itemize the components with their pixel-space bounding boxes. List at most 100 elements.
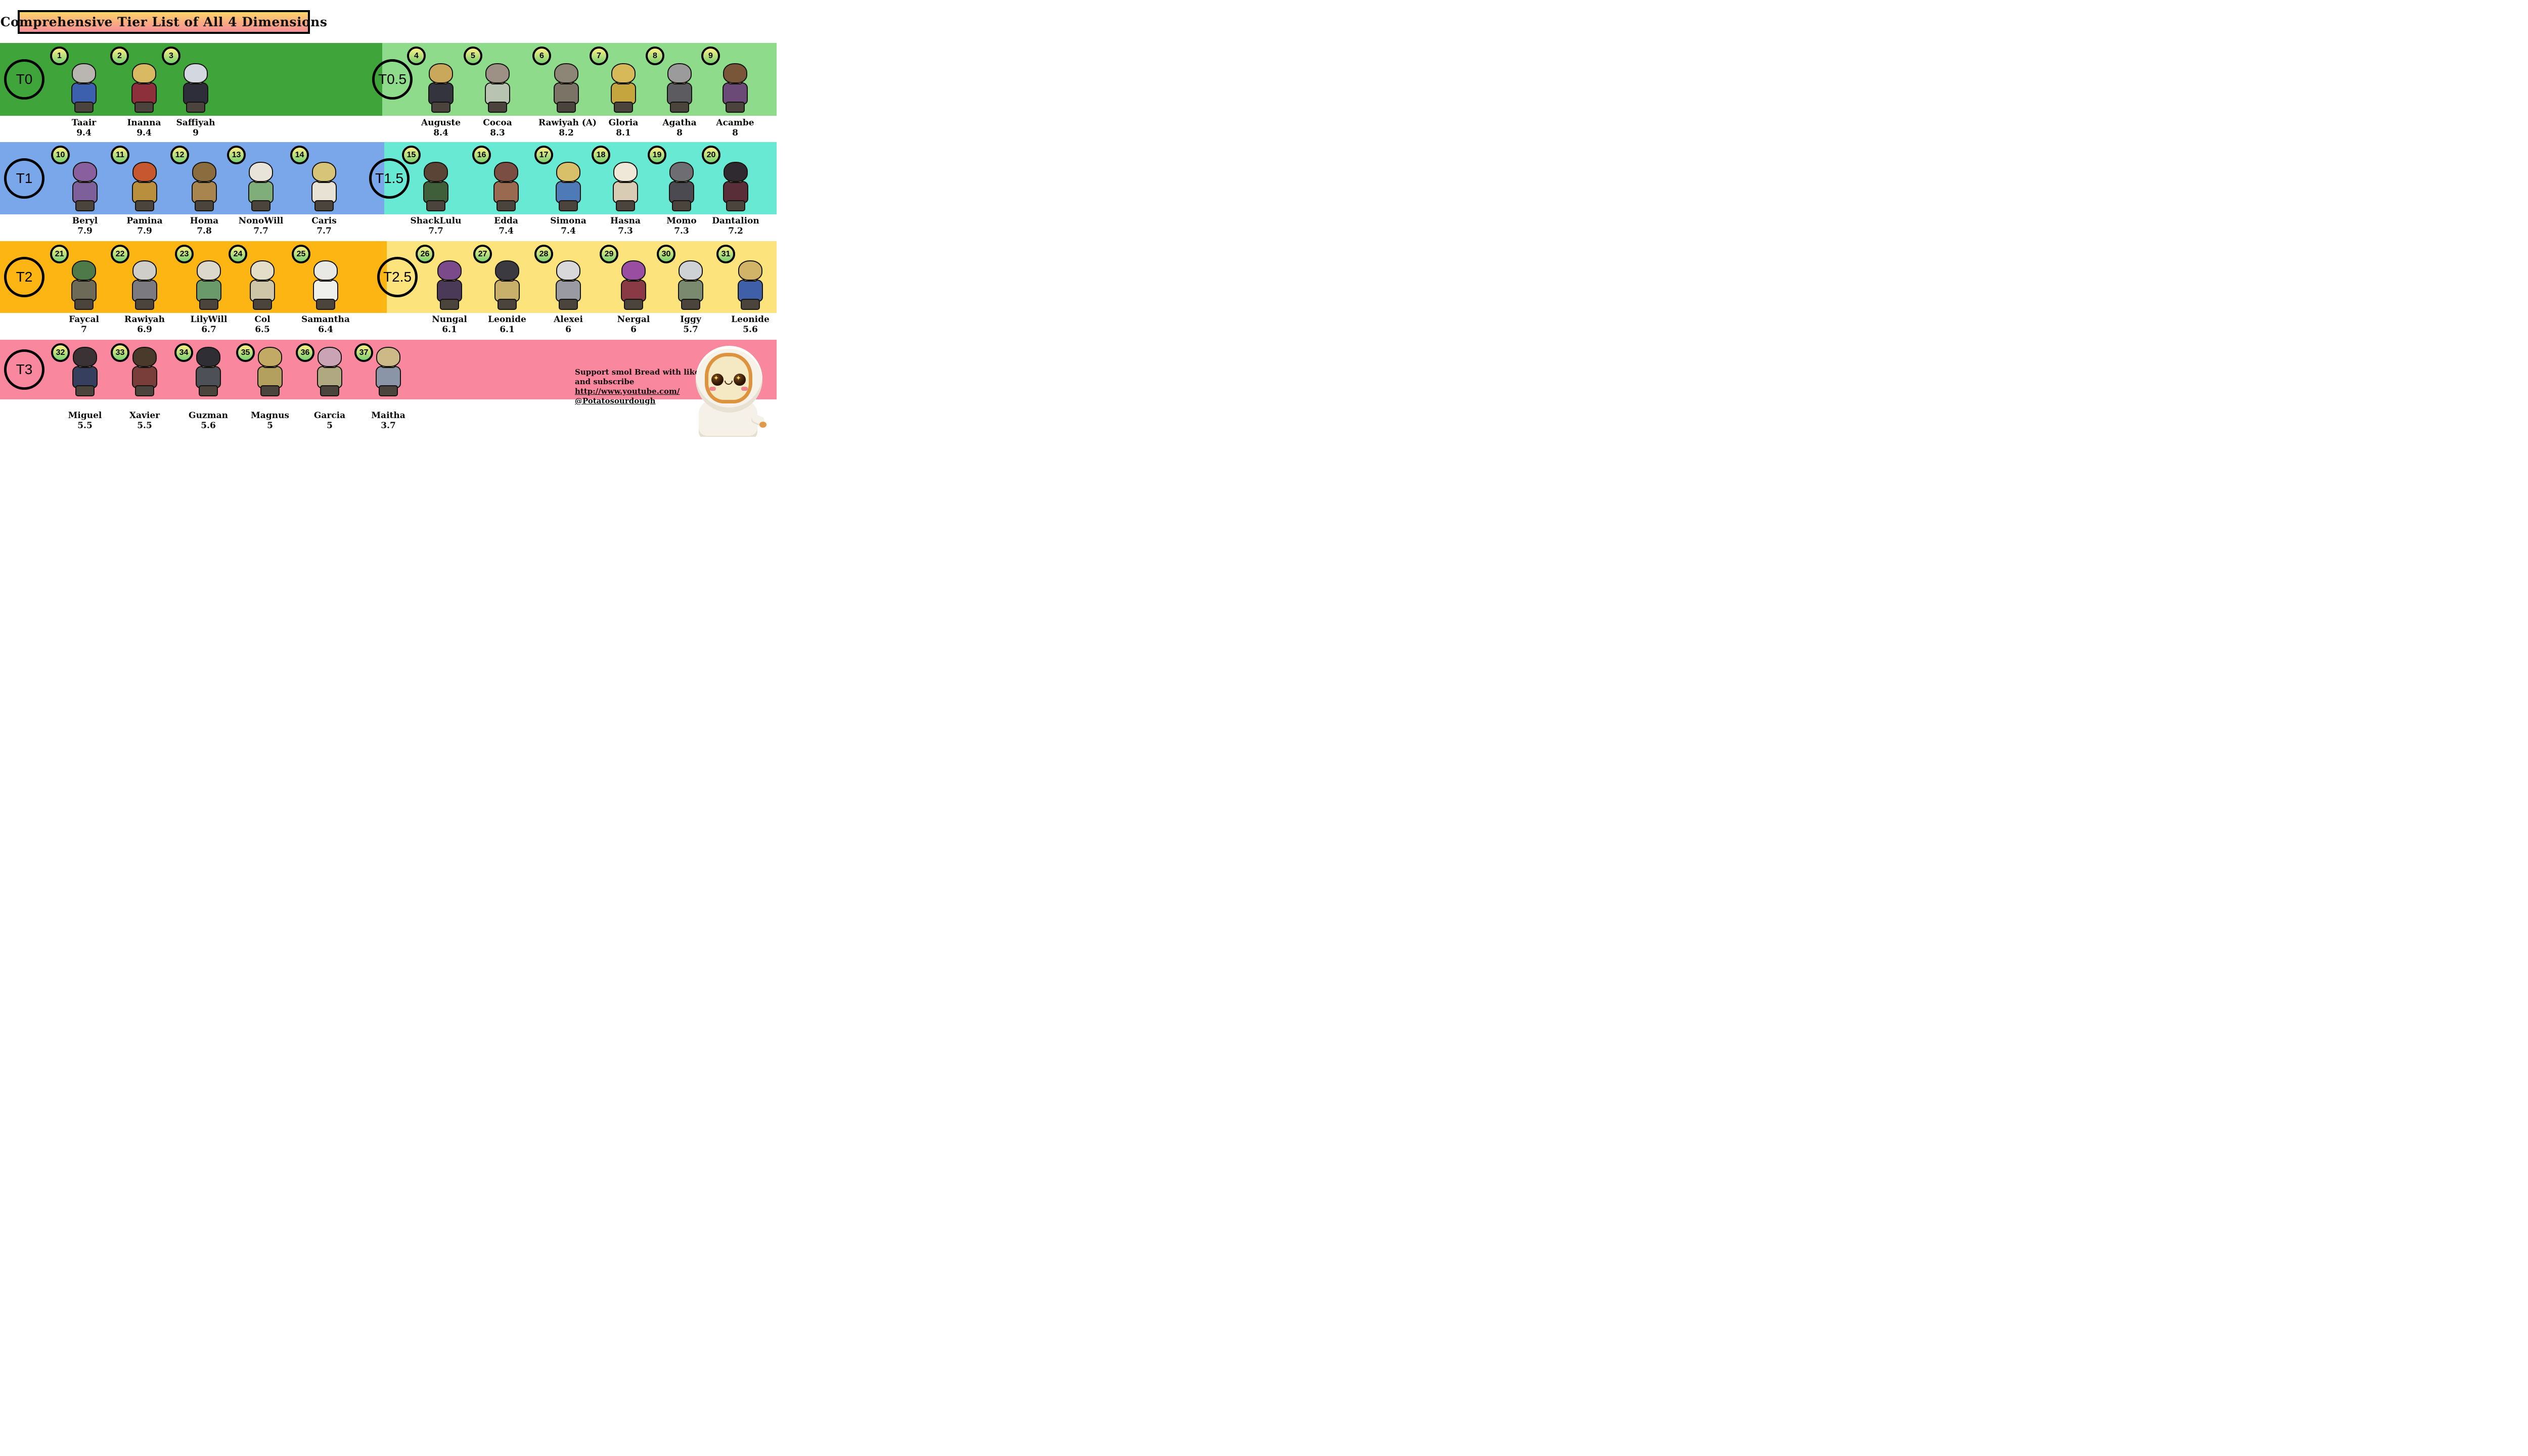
sprite-legs (617, 201, 634, 210)
character-sprite (717, 163, 754, 211)
character-sprite (190, 348, 227, 396)
sprite-legs (200, 300, 217, 309)
character-saffiyah-3: 3 Saffiyah 9 (162, 43, 223, 147)
sparkle-icon: ✦ (713, 375, 719, 382)
character-score: 7.9 (137, 226, 152, 236)
sprite-body (429, 83, 453, 104)
sprite-body (197, 367, 220, 387)
sprite-legs (558, 103, 575, 112)
sprite-body (724, 83, 747, 104)
character-rawiyah-a-6: 6 Rawiyah (A) 8.2 (532, 43, 597, 147)
sprite-body (679, 281, 702, 301)
youtube-link-handle[interactable]: @Potatosourdough (575, 396, 656, 405)
sprite-legs (76, 201, 94, 210)
character-faycal-21: 21 Faycal 7 (50, 241, 112, 344)
sprite-hair (612, 64, 635, 82)
rank-badge: 13 (227, 146, 246, 164)
character-sprite (66, 348, 104, 396)
character-score: 5.5 (137, 421, 152, 431)
youtube-link-url[interactable]: http://www.youtube.com/ (575, 387, 680, 396)
character-name: Iggy (680, 314, 701, 325)
sprite-hair (670, 163, 693, 181)
sprite-legs (136, 201, 153, 210)
character-sprite (177, 64, 214, 113)
tier-label-t2-5: T2.5 (377, 257, 418, 297)
character-sprite (550, 163, 587, 211)
rank-badge: 3 (162, 47, 180, 65)
character-sprite (548, 64, 585, 113)
rank-badge: 20 (702, 146, 720, 164)
character-miguel-32: 32 Miguel 5.5 (51, 340, 113, 431)
mascot-left-blush (709, 387, 716, 391)
bread-mascot: ✦ ✦ (695, 346, 766, 437)
sprite-body (193, 182, 216, 202)
sprite-legs (187, 103, 204, 112)
character-score: 7.3 (618, 226, 633, 236)
character-name: Gloria (608, 118, 639, 128)
sprite-body (668, 83, 691, 104)
character-name: Rawiyah (A) (538, 118, 597, 128)
sprite-legs (441, 300, 458, 309)
sprite-legs (560, 300, 577, 309)
sprite-legs (673, 201, 690, 210)
sprite-legs (427, 201, 444, 210)
tier-label-t0-5: T0.5 (372, 59, 413, 100)
rank-badge: 16 (472, 146, 491, 164)
sprite-body (612, 83, 635, 104)
character-sprite (307, 261, 344, 310)
character-xavier-33: 33 Xavier 5.5 (111, 340, 172, 431)
mascot-right-blush (741, 387, 748, 391)
character-name: ShackLulu (410, 216, 462, 226)
tier-label-t0: T0 (4, 59, 44, 100)
rank-badge: 30 (657, 245, 675, 263)
character-name: Leonide (488, 314, 526, 325)
rank-badge: 23 (175, 245, 194, 263)
character-sprite (370, 348, 407, 396)
character-name: Maitha (371, 411, 405, 421)
character-sprite (251, 348, 289, 396)
sprite-body (377, 367, 400, 387)
character-lilywill-23: 23 LilyWill 6.7 (175, 241, 237, 344)
character-score: 6.1 (442, 325, 457, 335)
character-name: Faycal (69, 314, 99, 325)
rank-badge: 29 (600, 245, 618, 263)
mascot-smile (725, 381, 733, 385)
rank-badge: 27 (473, 245, 492, 263)
character-nonowill-13: 13 NonoWill 7.7 (227, 142, 289, 246)
sprite-hair (73, 261, 95, 280)
character-score: 5 (327, 421, 333, 431)
sprite-body (318, 367, 341, 387)
character-sprite (126, 348, 163, 396)
character-sprite (605, 64, 642, 113)
character-beryl-10: 10 Beryl 7.9 (51, 142, 113, 246)
rank-badge: 9 (701, 47, 720, 65)
character-score: 7.4 (561, 226, 576, 236)
character-leonide-31: 31 Leonide 5.6 (716, 241, 777, 344)
character-sprite (65, 64, 103, 113)
rank-badge: 22 (111, 245, 129, 263)
sprite-legs (75, 300, 93, 309)
character-guzman-34: 34 Guzman 5.6 (174, 340, 236, 431)
rank-badge: 33 (111, 343, 129, 362)
character-sprite (716, 64, 754, 113)
sprite-legs (380, 386, 397, 395)
character-sprite (190, 261, 228, 310)
character-taair-1: 1 Taair 9.4 (50, 43, 112, 147)
character-score: 5.7 (683, 325, 698, 335)
rank-badge: 24 (229, 245, 247, 263)
sprite-legs (682, 300, 699, 309)
character-momo-19: 19 Momo 7.3 (648, 142, 709, 246)
sprite-legs (252, 201, 269, 210)
character-score: 7.9 (77, 226, 93, 236)
sprite-legs (432, 103, 449, 112)
character-name: Nungal (432, 314, 467, 325)
character-name: Leonide (731, 314, 770, 325)
character-score: 3.7 (381, 421, 396, 431)
rank-badge: 10 (51, 146, 70, 164)
character-homa-12: 12 Homa 7.8 (170, 142, 232, 246)
character-score: 8.4 (433, 128, 448, 138)
character-score: 7.8 (197, 226, 212, 236)
rank-badge: 25 (292, 245, 310, 263)
character-score: 6.9 (137, 325, 152, 335)
character-score: 6.7 (201, 325, 216, 335)
